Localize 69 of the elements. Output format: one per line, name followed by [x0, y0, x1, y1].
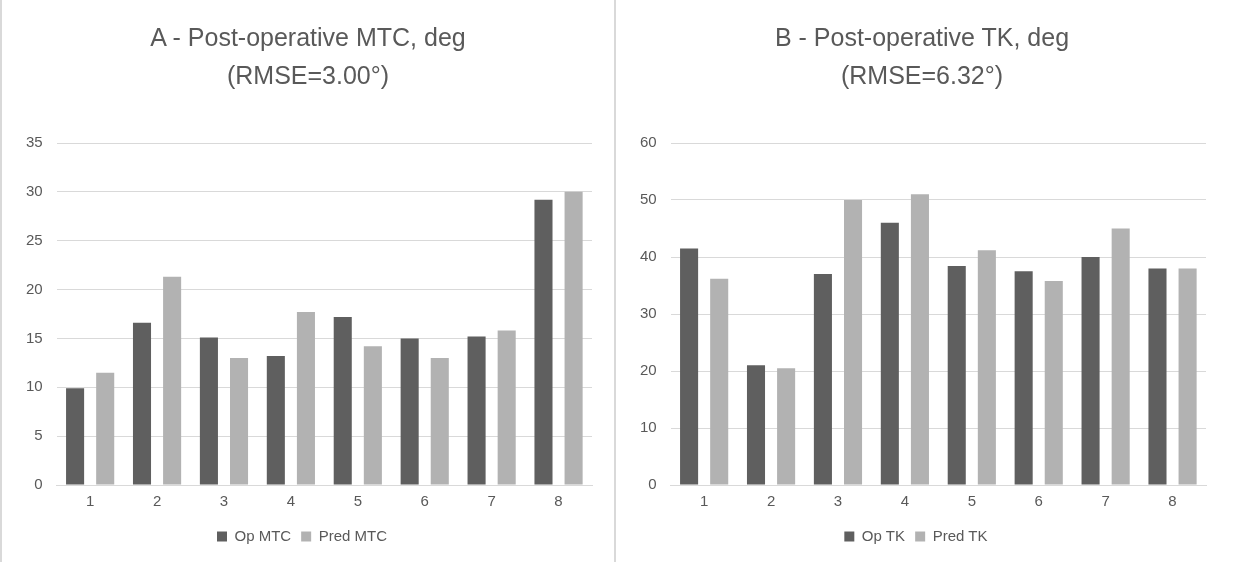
bar — [363, 346, 382, 485]
bar — [880, 222, 899, 485]
chart-title: A - Post-operative MTC, deg (RMSE=3.00°) — [149, 22, 467, 91]
y-tick-label: 10 — [640, 418, 657, 436]
x-tick-label: 5 — [967, 492, 976, 510]
bar — [777, 368, 796, 485]
y-tick-label: 15 — [26, 328, 43, 346]
x-tick-label: 3 — [833, 492, 843, 510]
bar — [163, 276, 182, 485]
bar — [1111, 228, 1130, 485]
y-tick-label: 0 — [34, 475, 43, 493]
bar — [710, 278, 729, 485]
x-tick-label: 2 — [766, 492, 776, 510]
x-tick-label: 8 — [1168, 492, 1177, 510]
bar — [910, 194, 929, 485]
legend-label: Pred TK — [932, 526, 988, 544]
chart-title: B - Post-operative TK, deg (RMSE=6.32°) — [773, 22, 1071, 91]
bar — [132, 322, 152, 485]
bar — [296, 312, 315, 485]
x-tick-label: 7 — [487, 492, 496, 510]
x-tick-label: 1 — [699, 492, 709, 510]
x-tick-label: 8 — [554, 492, 563, 510]
y-tick-label: 10 — [26, 377, 43, 395]
x-tick-label: 2 — [152, 492, 162, 510]
bar — [947, 266, 966, 485]
legend-label: Op TK — [861, 526, 905, 544]
bar — [813, 274, 832, 485]
y-tick-label: 30 — [26, 182, 43, 199]
x-tick-label: 4 — [286, 492, 296, 510]
x-tick-label: 1 — [85, 492, 95, 510]
bar — [229, 357, 249, 485]
bar — [564, 191, 583, 485]
bar — [680, 248, 699, 485]
bar — [96, 372, 115, 485]
bar — [497, 330, 516, 485]
bar — [400, 338, 419, 485]
legend-label: Op MTC — [234, 526, 292, 544]
bar — [1044, 280, 1063, 485]
x-tick-label: 3 — [219, 492, 229, 510]
y-tick-label: 60 — [640, 133, 657, 151]
bar — [467, 336, 486, 485]
bar — [746, 365, 766, 485]
y-tick-label: 20 — [640, 361, 657, 379]
bar — [1014, 271, 1033, 485]
bar — [1148, 268, 1167, 485]
bar — [1178, 268, 1197, 485]
y-tick-label: 40 — [640, 247, 657, 265]
bar — [1081, 257, 1100, 485]
bar — [199, 337, 218, 485]
bar — [430, 357, 449, 485]
y-tick-label: 5 — [34, 426, 43, 444]
y-tick-label: 35 — [26, 133, 43, 151]
bar — [534, 199, 553, 485]
x-tick-label: 4 — [900, 492, 910, 510]
bar — [266, 356, 285, 485]
legend-label: Pred MTC — [318, 526, 388, 544]
bar — [66, 388, 85, 485]
bar — [977, 250, 996, 485]
x-tick-label: 7 — [1101, 492, 1110, 510]
x-tick-label: 6 — [420, 492, 429, 510]
bar — [843, 200, 863, 485]
y-tick-label: 50 — [640, 190, 657, 208]
bar — [333, 316, 352, 485]
x-tick-label: 6 — [1034, 492, 1043, 510]
x-tick-label: 5 — [353, 492, 362, 510]
y-tick-label: 20 — [26, 279, 43, 297]
y-tick-label: 0 — [648, 475, 657, 493]
y-tick-label: 30 — [640, 304, 657, 322]
y-tick-label: 25 — [26, 230, 43, 248]
